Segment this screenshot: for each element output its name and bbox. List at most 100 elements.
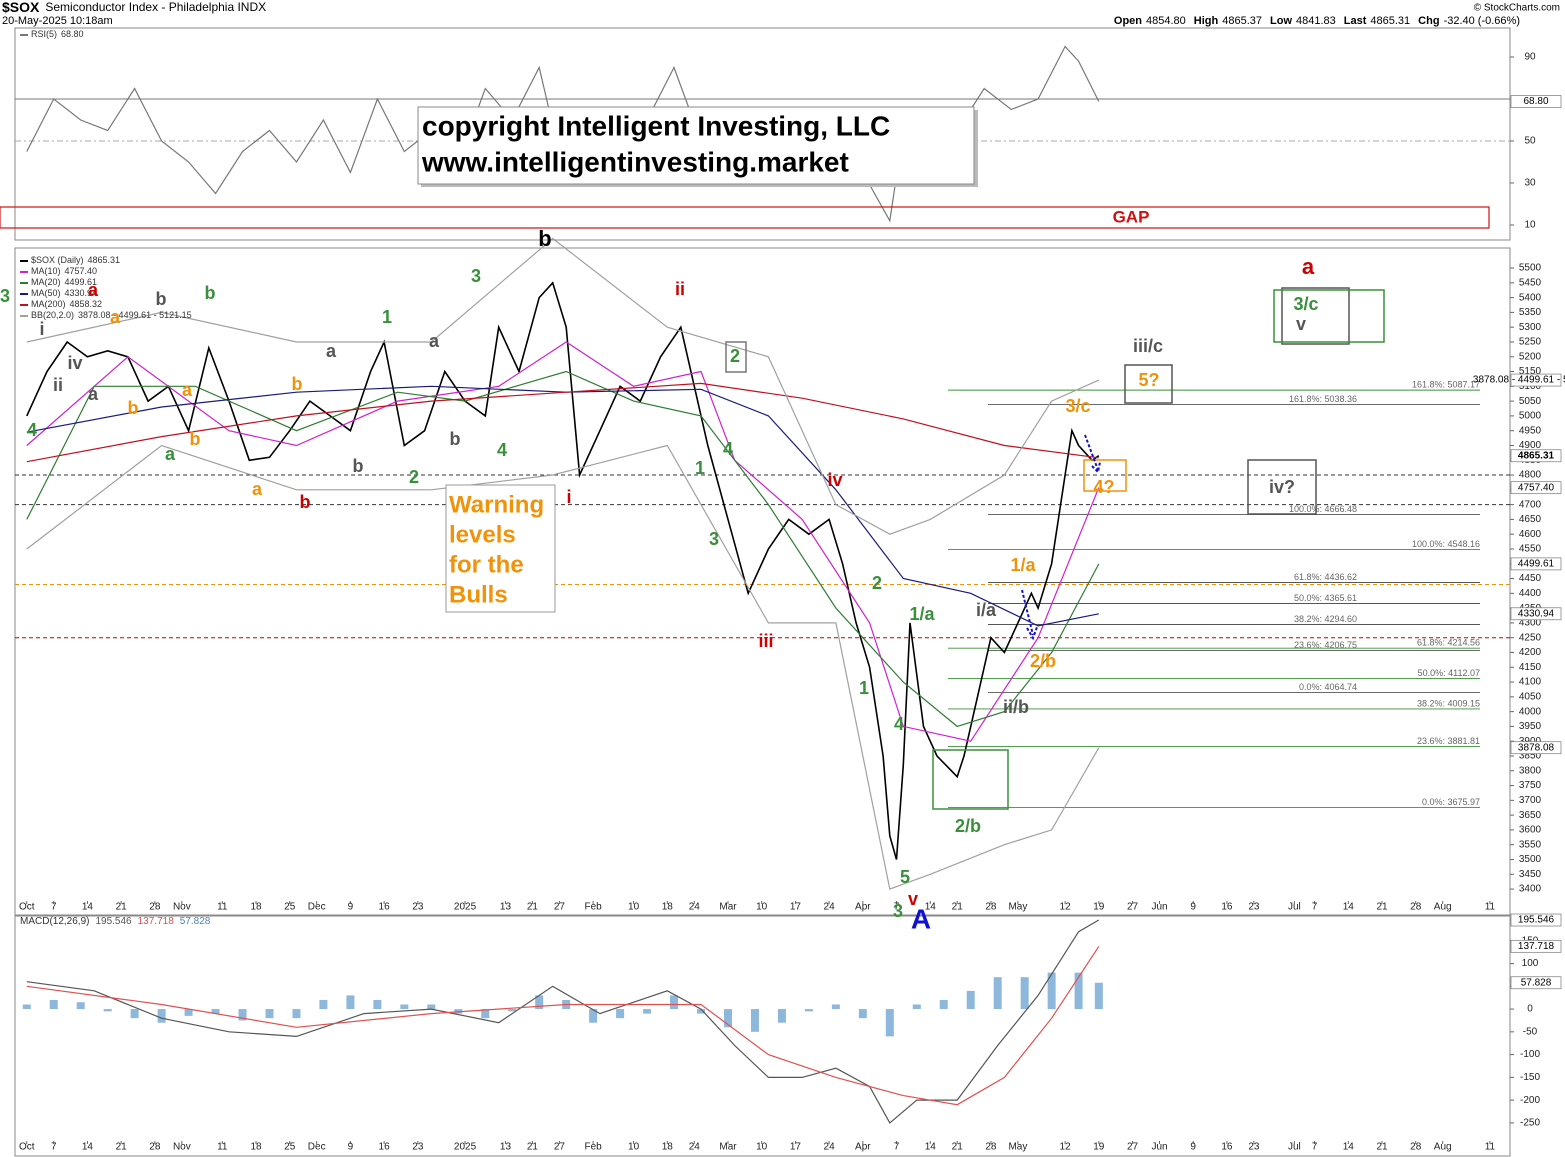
wave-label: 1/a [1010,555,1036,575]
x-tick-label: Aug [1434,902,1452,913]
x-tick-label: Nov [173,1142,191,1153]
fib-label: 23.6%: 4206.75 [1294,640,1357,650]
x-tick-label: 27 [1127,1142,1139,1153]
fib-label: 38.2%: 4009.15 [1417,698,1480,708]
histogram-bar [804,1009,813,1012]
legend-entry: MA(200) 4858.32 [31,299,102,309]
x-tick-label: 25 [284,1142,296,1153]
x-tick-label: 21 [1376,1142,1388,1153]
quote-label: High [1194,15,1219,27]
x-tick-label: 7 [1312,1142,1318,1153]
quote-value: 4854.80 [1146,15,1186,27]
histogram-bar [22,1004,31,1010]
legend-value: 4858.32 [70,299,103,309]
legend-name: MA(10) [31,266,61,276]
x-tick-label: 18 [250,902,262,913]
macd-title: MACD(12,26,9) [20,916,89,927]
x-tick-label: May [1008,1142,1027,1153]
histogram-bar [885,1009,894,1037]
wave-label: 3/c [1293,294,1318,314]
x-tick-label: Feb [585,1142,603,1153]
histogram-bar [1020,977,1029,1010]
legend-entry: MA(10) 4757.40 [31,266,97,276]
annotation-box [1281,287,1350,345]
series-line [26,385,1099,627]
y-tick-label: 4100 [1519,677,1542,688]
x-tick-label: 13 [500,1142,512,1153]
y-tick-label: 5150 [1519,366,1542,377]
y-tick-label: 4450 [1519,573,1542,584]
macd-value: 57.828 [180,916,211,927]
histogram-bar [697,1009,706,1014]
y-tick-label: 5450 [1519,277,1542,288]
y-tick-label: 4250 [1519,632,1542,643]
x-tick-label: Jun [1151,902,1167,913]
y-tick-label: 3950 [1519,721,1542,732]
y-tick-label: 4400 [1519,588,1542,599]
y-tick-label: -250 [1520,1118,1540,1129]
wave-label: 1 [382,307,392,327]
warning-line: levels [449,521,516,548]
y-tick-label: 4900 [1519,440,1542,451]
histogram-bar [750,1009,759,1032]
wave-label: ii [53,375,63,395]
copyright-line: copyright Intelligent Investing, LLC [422,110,890,141]
x-tick-label: 11 [217,902,228,913]
x-tick-label: 21 [1376,902,1388,913]
x-tick-label: 18 [662,1142,674,1153]
quote-label: Open [1114,15,1142,27]
x-tick-label: 23 [412,902,424,913]
x-tick-label: 18 [250,1142,262,1153]
value-box-label: 3878.08 - 4499.61 - 5121.15 [1473,375,1565,386]
warning-line: Warning [449,491,544,518]
y-tick-label: 3800 [1519,765,1542,776]
value-box [1510,449,1562,463]
warning-line: Bulls [449,581,508,608]
fib-label: 23.6%: 3881.81 [1417,736,1480,746]
x-tick-label: Jun [1151,1142,1167,1153]
legend-name: MA(200) [31,299,66,309]
quote-value: 4865.37 [1222,15,1262,27]
macd-value: 137.718 [138,916,175,927]
value-box [1510,557,1562,571]
y-tick-label: 3600 [1519,825,1542,836]
legend-value: 4865.31 [88,255,121,265]
y-tick-label: 5350 [1519,307,1542,318]
x-tick-label: 27 [1127,902,1139,913]
wave-label: ii/b [1003,697,1029,717]
wave-label: v [908,889,918,909]
x-tick-label: Dec [308,902,326,913]
header-date: 20-May-2025 10:18am [2,15,113,27]
wave-label: 2 [872,573,882,593]
wave-label: a [110,307,121,327]
series-line [26,946,1100,1106]
x-tick-label: 21 [952,902,964,913]
legend-name: MA(20) [31,277,61,287]
panel-frame [14,915,1511,1157]
x-tick-label: 12 [1060,1142,1072,1153]
series-line [26,919,1100,1124]
histogram-bar [1047,972,1056,1010]
index-name: Semiconductor Index - Philadelphia INDX [45,0,266,14]
y-tick-label: 4050 [1519,691,1542,702]
warning-line: for the [449,551,524,578]
histogram-bar [670,995,679,1010]
x-tick-label: 7 [1312,902,1318,913]
x-tick-label: 27 [554,1142,566,1153]
value-box [1510,741,1562,755]
value-box-label: 4757.40 [1518,482,1555,493]
histogram-bar [238,1009,247,1021]
wave-label: a [88,280,99,300]
x-tick-label: 21 [527,1142,539,1153]
x-tick-label: 9 [348,1142,354,1153]
x-tick-label: 10 [756,902,768,913]
wave-label: b [156,289,167,309]
wave-label: iv [67,353,82,373]
x-tick-label: Apr [855,902,871,913]
y-tick-label: -200 [1520,1095,1540,1106]
histogram-bar [966,990,975,1010]
x-tick-label: 9 [348,902,354,913]
series-line [26,370,1100,728]
fib-label: 161.8%: 5087.17 [1412,379,1480,389]
histogram-bar [858,1009,867,1019]
